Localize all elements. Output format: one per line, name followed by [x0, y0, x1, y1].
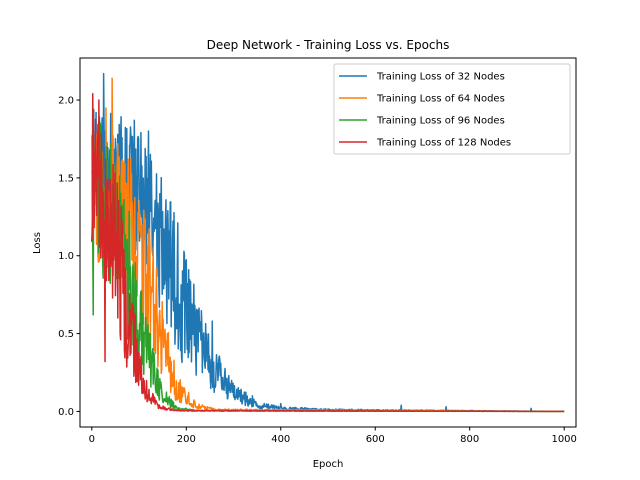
y-axis: 0.0 0.5 1.0 1.5 2.0	[58, 96, 80, 418]
x-tick-label: 1000	[551, 434, 576, 445]
x-tick-label: 0	[89, 434, 95, 445]
y-tick-label: 1.5	[58, 173, 74, 184]
series-line-4	[91, 93, 565, 413]
legend-label: Training Loss of 128 Nodes	[376, 138, 511, 149]
x-tick-label: 400	[271, 434, 290, 445]
legend: Training Loss of 32 Nodes Training Loss o…	[333, 63, 571, 155]
legend-label: Training Loss of 96 Nodes	[376, 116, 505, 127]
y-axis-label: Loss	[32, 232, 43, 254]
legend-label: Training Loss of 64 Nodes	[376, 94, 505, 105]
y-tick-label: 0.0	[58, 407, 74, 418]
y-tick-label: 1.0	[58, 251, 74, 262]
y-tick-label: 2.0	[58, 96, 74, 107]
plot-frame	[79, 57, 577, 428]
x-tick-label: 600	[366, 434, 385, 445]
x-axis: 0 200 400 600 800 1000	[89, 427, 577, 445]
x-tick-label: 800	[460, 434, 479, 445]
x-tick-label: 200	[177, 434, 196, 445]
x-axis-label: Epoch	[313, 459, 344, 470]
chart-title: Deep Network - Training Loss vs. Epochs	[207, 38, 450, 52]
legend-box	[333, 63, 571, 155]
y-tick-label: 0.5	[58, 329, 74, 340]
legend-label: Training Loss of 32 Nodes	[376, 72, 505, 83]
series-layer	[91, 72, 565, 413]
